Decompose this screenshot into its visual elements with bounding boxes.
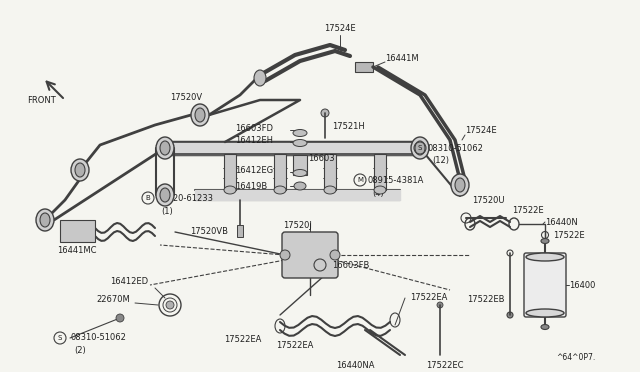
Text: 17522EA: 17522EA [410,294,447,302]
Ellipse shape [166,301,174,309]
Ellipse shape [254,70,266,86]
Text: 16603FD: 16603FD [235,124,273,132]
Text: 17522E: 17522E [553,231,584,240]
Ellipse shape [156,184,174,206]
Text: (12): (12) [432,155,449,164]
Text: 22670M: 22670M [96,295,130,305]
Text: S: S [58,335,62,341]
Text: 17520V: 17520V [170,93,202,102]
Ellipse shape [293,140,307,147]
FancyBboxPatch shape [524,253,566,317]
Ellipse shape [160,188,170,202]
Text: 17522EA: 17522EA [224,336,262,344]
Ellipse shape [321,109,329,117]
Ellipse shape [330,250,340,260]
Ellipse shape [437,302,443,308]
Text: 16440N: 16440N [545,218,578,227]
Ellipse shape [526,253,564,261]
Text: 17520U: 17520U [472,196,504,205]
Bar [374,154,386,190]
Ellipse shape [280,250,290,260]
Ellipse shape [374,186,386,194]
Text: 08310-51062: 08310-51062 [428,144,484,153]
Ellipse shape [71,159,89,181]
Ellipse shape [116,314,124,322]
Text: M: M [357,177,363,183]
Text: 16441M: 16441M [385,54,419,62]
Ellipse shape [36,209,54,231]
Text: 17524E: 17524E [324,23,356,32]
Ellipse shape [541,238,549,244]
Ellipse shape [274,186,286,194]
Text: 08120-61233: 08120-61233 [157,193,213,202]
Ellipse shape [455,178,465,192]
Text: 16441MC: 16441MC [57,246,97,254]
Text: FRONT: FRONT [27,96,56,105]
Ellipse shape [156,137,174,159]
Text: 16412EG: 16412EG [235,166,273,174]
Text: S: S [418,145,422,151]
Ellipse shape [411,137,429,159]
Text: 17520J: 17520J [284,221,312,230]
Text: 17522E: 17522E [512,205,543,215]
Bar [324,154,336,190]
Text: B: B [146,195,150,201]
Ellipse shape [526,309,564,317]
Text: 16440NA: 16440NA [336,360,374,369]
Text: 17524E: 17524E [465,125,497,135]
Ellipse shape [541,324,549,330]
Ellipse shape [324,186,336,194]
Ellipse shape [191,104,209,126]
Text: 08310-51062: 08310-51062 [70,334,126,343]
Bar [224,154,236,190]
Text: 17522EB: 17522EB [467,295,505,305]
Ellipse shape [507,312,513,318]
Bar [237,225,243,237]
Bar [355,62,373,72]
Ellipse shape [40,213,50,227]
Bar [293,155,307,175]
Text: (1): (1) [161,206,173,215]
Text: 16603: 16603 [308,154,335,163]
Ellipse shape [415,141,425,155]
Ellipse shape [294,182,306,190]
Ellipse shape [75,163,85,177]
Text: 16419B: 16419B [235,182,268,190]
Ellipse shape [160,141,170,155]
Text: 17522EC: 17522EC [426,360,464,369]
Bar [274,154,286,190]
FancyBboxPatch shape [282,232,338,278]
Ellipse shape [293,129,307,137]
Ellipse shape [293,170,307,176]
Text: 17522EA: 17522EA [276,340,314,350]
Text: 16400: 16400 [569,280,595,289]
Text: (4): (4) [372,189,384,198]
Ellipse shape [224,186,236,194]
Ellipse shape [451,174,469,196]
Text: 08915-4381A: 08915-4381A [368,176,424,185]
Bar [60,220,95,242]
Ellipse shape [195,108,205,122]
Text: 17520VB: 17520VB [190,227,228,235]
Text: 17521H: 17521H [332,122,365,131]
Text: 16412EH: 16412EH [235,135,273,144]
Text: ^64^0P7.: ^64^0P7. [556,353,595,362]
Text: 16603FB: 16603FB [332,260,369,269]
Text: 16412ED: 16412ED [110,278,148,286]
Text: (2): (2) [74,346,86,355]
